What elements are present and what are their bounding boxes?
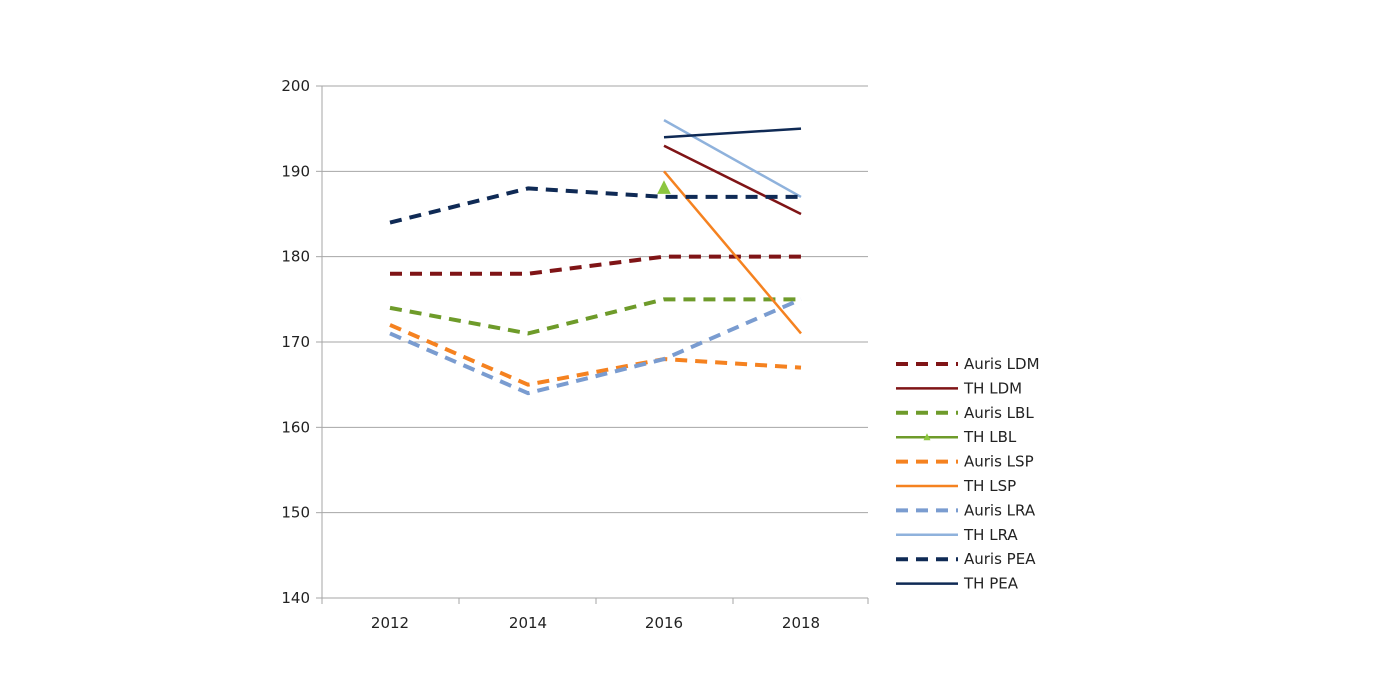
legend-label-auris-pea: Auris PEA bbox=[964, 550, 1036, 568]
x-tick-label: 2018 bbox=[782, 614, 820, 632]
legend-label-auris-ldm: Auris LDM bbox=[964, 355, 1040, 373]
legend-label-th-lra: TH LRA bbox=[963, 526, 1018, 544]
series-line-auris-pea bbox=[389, 186, 801, 225]
series-lines bbox=[389, 119, 802, 396]
x-tick-label: 2016 bbox=[645, 614, 683, 632]
x-tick-label: 2012 bbox=[371, 614, 409, 632]
y-tick-label: 200 bbox=[281, 77, 310, 95]
tick-labels: 140 150 160 170 180 190 200 2012 2014 2016 2018 bbox=[281, 77, 820, 632]
series-line-auris-lbl bbox=[389, 297, 801, 336]
series-line-auris-lra bbox=[389, 297, 802, 396]
legend-label-auris-lsp: Auris LSP bbox=[964, 453, 1034, 471]
legend-label-th-lsp: TH LSP bbox=[963, 477, 1016, 495]
series-line-th-lra bbox=[663, 119, 802, 199]
legend-label-th-ldm: TH LDM bbox=[963, 379, 1022, 397]
legend: Auris LDM TH LDM Auris LBL TH LBL Auris LSP T… bbox=[896, 355, 1040, 593]
x-tick-label: 2014 bbox=[509, 614, 547, 632]
y-tick-label: 140 bbox=[281, 589, 310, 607]
legend-label-auris-lbl: Auris LBL bbox=[964, 404, 1034, 422]
series-line-th-ldm bbox=[663, 144, 802, 216]
y-tick-label: 160 bbox=[281, 418, 310, 436]
point-marker-th-lbl bbox=[657, 180, 671, 194]
y-tick-label: 150 bbox=[281, 504, 310, 522]
legend-marker-th-lbl bbox=[923, 433, 931, 441]
series-line-th-pea bbox=[663, 127, 802, 139]
y-tick-label: 180 bbox=[281, 248, 310, 266]
y-tick-label: 190 bbox=[281, 162, 310, 180]
y-tick-label: 170 bbox=[281, 333, 310, 351]
legend-label-th-lbl: TH LBL bbox=[963, 428, 1017, 446]
legend-label-th-pea: TH PEA bbox=[963, 575, 1019, 593]
axes bbox=[316, 85, 869, 604]
legend-label-auris-lra: Auris LRA bbox=[964, 501, 1036, 519]
series-line-auris-ldm bbox=[390, 254, 801, 276]
